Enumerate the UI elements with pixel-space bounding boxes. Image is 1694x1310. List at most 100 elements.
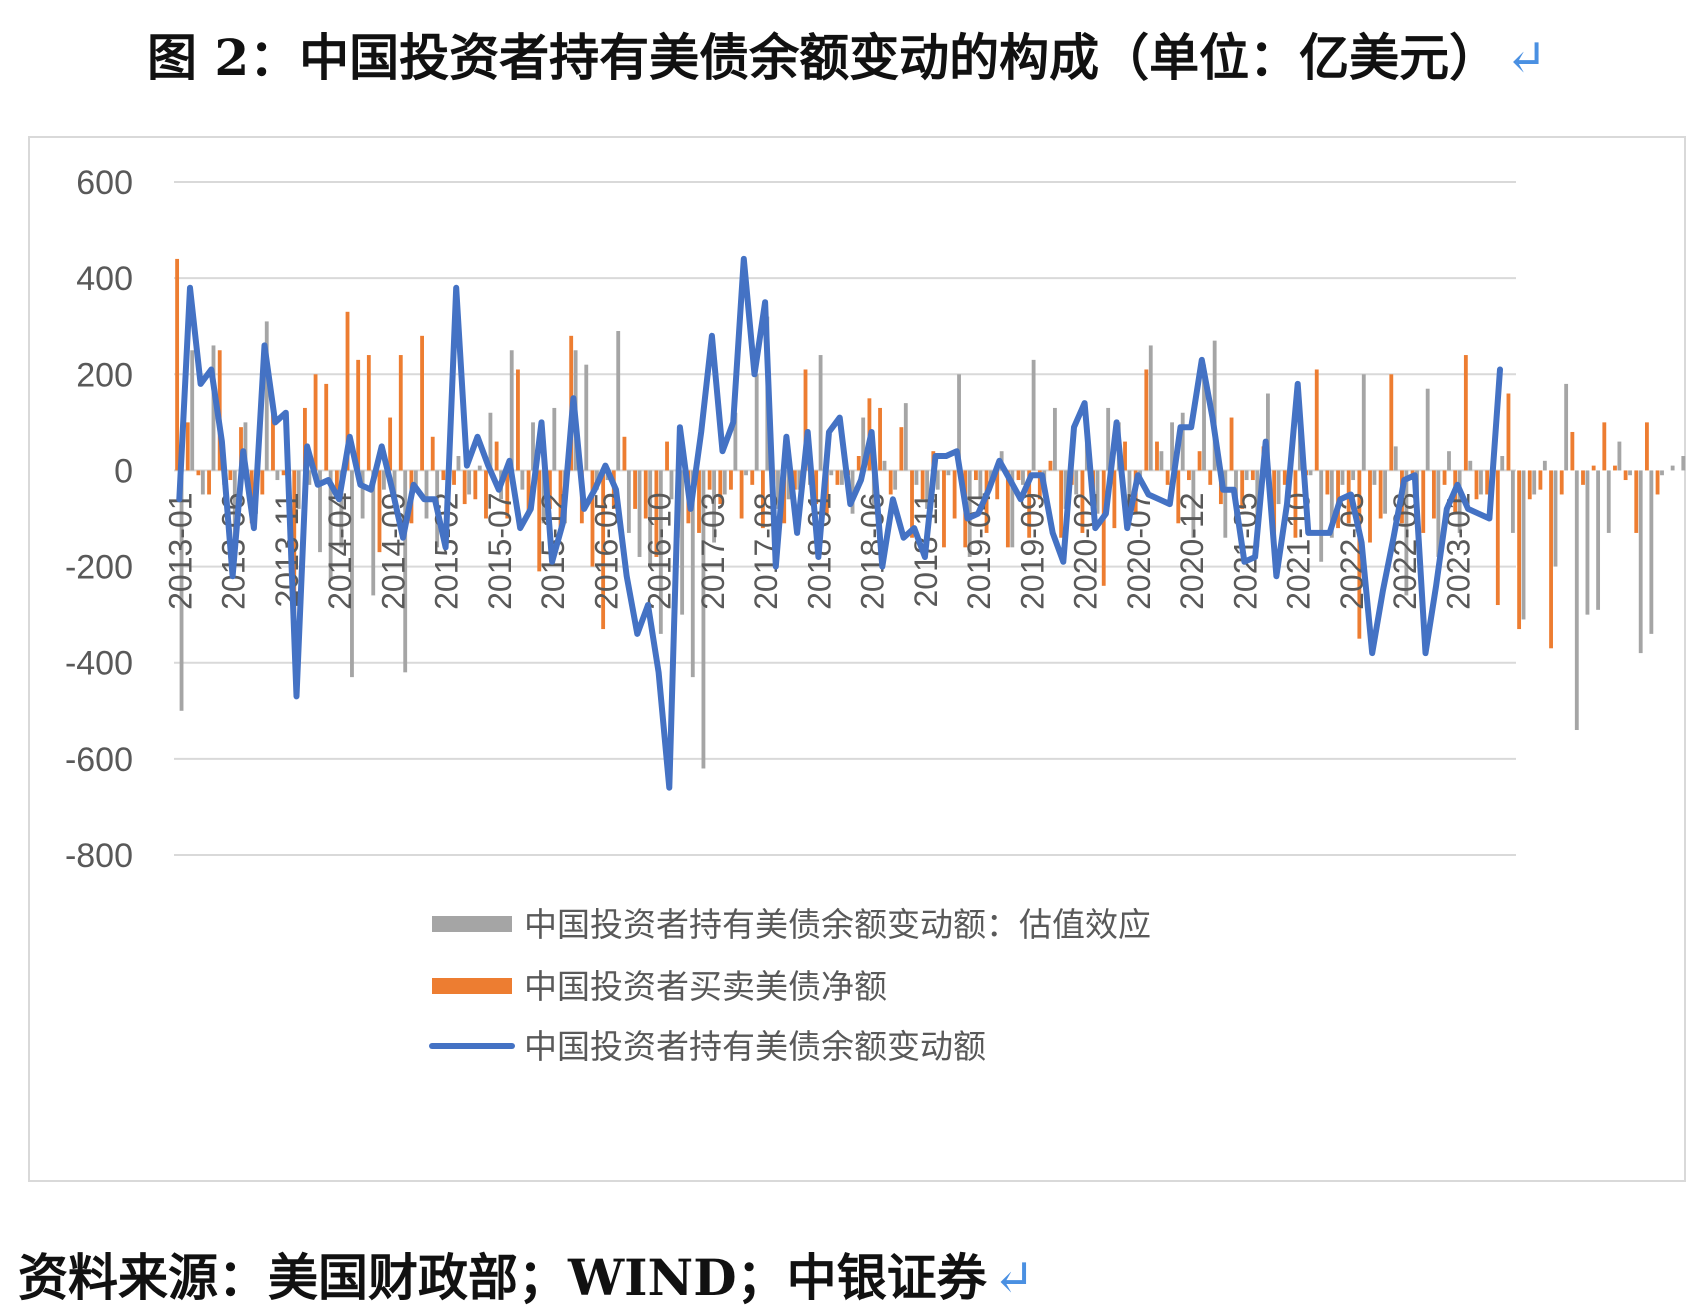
- valuation-bar: [1351, 470, 1356, 481]
- valuation-bar: [946, 470, 951, 476]
- valuation-bar: [477, 465, 482, 471]
- valuation-bar: [318, 470, 322, 553]
- net-purchase-bar: [366, 355, 371, 471]
- return-mark-icon: ↵: [1505, 29, 1548, 87]
- net-purchase-bar: [835, 470, 840, 485]
- net-purchase-bar: [920, 470, 925, 500]
- valuation-bar: [1308, 470, 1313, 476]
- net-purchase-bar: [1368, 470, 1372, 543]
- valuation-bar: [243, 422, 248, 471]
- net-purchase-bar: [175, 258, 180, 471]
- net-purchase-bar: [441, 470, 446, 481]
- return-mark-icon: ↵: [992, 1249, 1035, 1307]
- net-purchase-bar: [452, 470, 456, 485]
- valuation-bar: [658, 470, 663, 634]
- net-purchase-bar: [1431, 470, 1436, 519]
- net-purchase-bar: [1101, 470, 1106, 586]
- valuation-bar: [1202, 364, 1206, 471]
- valuation-bar: [488, 412, 493, 471]
- valuation-bar: [456, 456, 461, 471]
- valuation-bar: [712, 470, 716, 543]
- valuation-bar: [797, 470, 802, 490]
- valuation-bar: [264, 321, 269, 471]
- net-purchase-bar: [484, 470, 488, 519]
- net-purchase-bar: [1549, 470, 1553, 649]
- valuation-bar: [1276, 470, 1281, 505]
- net-purchase-bar: [1527, 470, 1532, 500]
- valuation-bar: [1606, 470, 1611, 533]
- valuation-bar: [1170, 422, 1174, 471]
- net-purchase-bar: [505, 470, 510, 519]
- net-purchase-bar: [899, 427, 904, 471]
- valuation-bar: [903, 403, 908, 471]
- valuation-bar: [669, 470, 674, 500]
- net-purchase-bar: [1613, 465, 1617, 471]
- valuation-bar: [1106, 407, 1111, 471]
- net-purchase-bar: [1197, 451, 1202, 471]
- net-purchase-bar: [1208, 470, 1213, 485]
- valuation-bar: [1127, 470, 1132, 505]
- y-tick-label: -400: [65, 645, 133, 683]
- valuation-bar: [786, 470, 791, 500]
- net-purchase-bar: [1357, 470, 1362, 639]
- valuation-bar: [307, 470, 312, 485]
- net-purchase-bar: [420, 335, 424, 471]
- valuation-bar: [531, 422, 535, 471]
- valuation-bar: [1159, 451, 1164, 471]
- net-purchase-bar: [792, 470, 797, 490]
- valuation-bar: [1340, 470, 1345, 485]
- valuation-bar: [616, 331, 621, 471]
- net-purchase-bar: [1463, 355, 1468, 471]
- valuation-bar: [179, 470, 184, 711]
- valuation-bar: [1500, 456, 1505, 471]
- valuation-bar: [1574, 470, 1579, 731]
- valuation-bar: [1660, 470, 1664, 476]
- valuation-bar: [733, 412, 738, 471]
- y-tick-label: -200: [65, 549, 133, 587]
- valuation-bar: [200, 470, 205, 495]
- net-purchase-bar: [888, 470, 893, 495]
- valuation-bar: [296, 470, 301, 509]
- net-purchase-bar: [1293, 470, 1298, 538]
- net-purchase-bar: [1645, 422, 1649, 471]
- net-purchase-bar: [665, 441, 669, 471]
- valuation-bar: [1564, 383, 1569, 471]
- net-purchase-bar: [974, 470, 978, 481]
- valuation-bar: [957, 374, 961, 471]
- net-purchase-bar: [739, 470, 744, 519]
- net-purchase-bar: [1570, 431, 1575, 471]
- valuation-bar: [1510, 470, 1515, 533]
- net-purchase-bar: [303, 407, 307, 471]
- net-purchase-bar: [398, 355, 403, 471]
- net-purchase-bar: [952, 470, 957, 519]
- net-purchase-bar: [356, 359, 361, 471]
- y-tick-label: 0: [114, 452, 133, 490]
- net-purchase-bar: [622, 436, 627, 471]
- net-purchase-bar: [1250, 470, 1255, 481]
- valuation-bar: [722, 470, 727, 495]
- valuation-bar: [1021, 470, 1025, 485]
- valuation-bar: [1148, 345, 1153, 471]
- x-tick-label: 2015-07: [482, 492, 518, 609]
- valuation-bar: [467, 470, 472, 495]
- net-purchase-bar: [1591, 465, 1596, 471]
- valuation-bar: [424, 470, 429, 519]
- valuation-bar: [1095, 470, 1100, 514]
- net-purchase-bar: [313, 374, 318, 471]
- net-purchase-bar: [558, 470, 563, 533]
- net-purchase-bar: [814, 470, 819, 505]
- net-purchase-bar: [239, 427, 243, 471]
- net-purchase-bar: [1037, 470, 1042, 500]
- net-purchase-bar: [1112, 470, 1117, 529]
- net-purchase-bar: [1581, 470, 1585, 485]
- x-tick-label: 2020-12: [1174, 492, 1210, 609]
- valuation-bar: [275, 470, 280, 481]
- valuation-bar: [1596, 470, 1601, 610]
- valuation-bar: [1393, 446, 1398, 471]
- valuation-bar: [339, 470, 344, 548]
- valuation-bar: [701, 470, 706, 769]
- valuation-bar: [1319, 470, 1324, 562]
- y-tick-label: -600: [65, 741, 133, 779]
- valuation-bar: [413, 470, 418, 490]
- net-purchase-bar: [516, 369, 520, 471]
